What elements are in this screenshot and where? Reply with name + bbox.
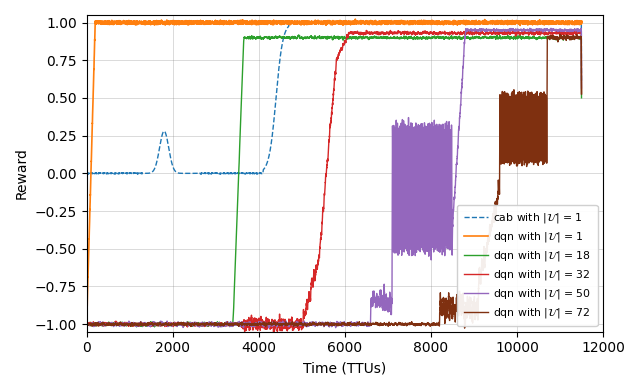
dqn with $|\mathcal{U}|$ = 1 [140, 21, 148, 25]
dqn with $|\mathcal{U}|$ = 18 [305, 35, 313, 40]
dqn with $|\mathcal{U}|$ = 1 [216, 21, 224, 26]
cab with $|\mathcal{U}|$ = 1 [140, 171, 148, 176]
dqn with $|\mathcal{U}|$ = 72 [556, 32, 564, 37]
dqn with $|\mathcal{U}|$ = 32 [566, 31, 574, 36]
cab with $|\mathcal{U}|$ = 1 [566, 20, 574, 25]
dqn with $|\mathcal{U}|$ = 1 [469, 20, 477, 25]
dqn with $|\mathcal{U}|$ = 32 [578, 91, 586, 96]
Line: dqn with $|\mathcal{U}|$ = 72: dqn with $|\mathcal{U}|$ = 72 [86, 34, 582, 328]
dqn with $|\mathcal{U}|$ = 50 [305, 323, 313, 328]
dqn with $|\mathcal{U}|$ = 1 [83, 323, 90, 328]
dqn with $|\mathcal{U}|$ = 18 [132, 324, 140, 329]
dqn with $|\mathcal{U}|$ = 50 [265, 326, 273, 330]
dqn with $|\mathcal{U}|$ = 32 [216, 323, 224, 327]
Y-axis label: Reward: Reward [15, 147, 29, 199]
dqn with $|\mathcal{U}|$ = 72 [566, 36, 574, 41]
dqn with $|\mathcal{U}|$ = 72 [578, 92, 586, 96]
dqn with $|\mathcal{U}|$ = 50 [140, 321, 148, 326]
dqn with $|\mathcal{U}|$ = 72 [83, 246, 90, 251]
cab with $|\mathcal{U}|$ = 1 [522, 20, 529, 24]
dqn with $|\mathcal{U}|$ = 18 [83, 246, 90, 251]
dqn with $|\mathcal{U}|$ = 18 [294, 33, 302, 38]
dqn with $|\mathcal{U}|$ = 18 [140, 322, 148, 326]
cab with $|\mathcal{U}|$ = 1 [469, 20, 477, 25]
dqn with $|\mathcal{U}|$ = 32 [363, 28, 371, 33]
cab with $|\mathcal{U}|$ = 1 [83, 171, 90, 176]
Line: cab with $|\mathcal{U}|$ = 1: cab with $|\mathcal{U}|$ = 1 [86, 22, 582, 174]
cab with $|\mathcal{U}|$ = 1 [216, 171, 224, 176]
dqn with $|\mathcal{U}|$ = 50 [83, 246, 90, 251]
cab with $|\mathcal{U}|$ = 1 [125, 172, 132, 176]
Line: dqn with $|\mathcal{U}|$ = 32: dqn with $|\mathcal{U}|$ = 32 [86, 30, 582, 332]
Line: dqn with $|\mathcal{U}|$ = 1: dqn with $|\mathcal{U}|$ = 1 [86, 19, 582, 326]
dqn with $|\mathcal{U}|$ = 50 [577, 26, 585, 31]
dqn with $|\mathcal{U}|$ = 18 [216, 323, 224, 328]
dqn with $|\mathcal{U}|$ = 50 [218, 323, 225, 328]
Legend: cab with $|\mathcal{U}|$ = 1, dqn with $|\mathcal{U}|$ = 1, dqn with $|\mathcal{: cab with $|\mathcal{U}|$ = 1, dqn with $… [458, 205, 598, 326]
dqn with $|\mathcal{U}|$ = 18 [469, 35, 477, 40]
dqn with $|\mathcal{U}|$ = 72 [461, 326, 468, 330]
dqn with $|\mathcal{U}|$ = 50 [469, 28, 477, 32]
dqn with $|\mathcal{U}|$ = 1 [578, 19, 586, 23]
dqn with $|\mathcal{U}|$ = 32 [305, 289, 313, 294]
dqn with $|\mathcal{U}|$ = 18 [578, 96, 586, 100]
cab with $|\mathcal{U}|$ = 1 [305, 20, 313, 25]
cab with $|\mathcal{U}|$ = 1 [578, 81, 586, 85]
dqn with $|\mathcal{U}|$ = 72 [140, 322, 148, 327]
dqn with $|\mathcal{U}|$ = 50 [566, 27, 574, 32]
dqn with $|\mathcal{U}|$ = 32 [469, 30, 477, 35]
dqn with $|\mathcal{U}|$ = 32 [241, 330, 248, 334]
dqn with $|\mathcal{U}|$ = 1 [218, 20, 225, 25]
dqn with $|\mathcal{U}|$ = 72 [469, 308, 477, 312]
Line: dqn with $|\mathcal{U}|$ = 50: dqn with $|\mathcal{U}|$ = 50 [86, 28, 582, 328]
dqn with $|\mathcal{U}|$ = 18 [218, 323, 225, 328]
dqn with $|\mathcal{U}|$ = 72 [216, 323, 224, 328]
dqn with $|\mathcal{U}|$ = 18 [566, 35, 574, 39]
dqn with $|\mathcal{U}|$ = 72 [218, 322, 225, 327]
cab with $|\mathcal{U}|$ = 1 [218, 171, 225, 176]
X-axis label: Time (TTUs): Time (TTUs) [303, 361, 387, 375]
Line: dqn with $|\mathcal{U}|$ = 18: dqn with $|\mathcal{U}|$ = 18 [86, 35, 582, 327]
dqn with $|\mathcal{U}|$ = 32 [83, 246, 90, 251]
dqn with $|\mathcal{U}|$ = 1 [351, 17, 359, 21]
dqn with $|\mathcal{U}|$ = 32 [218, 321, 225, 326]
dqn with $|\mathcal{U}|$ = 50 [216, 323, 224, 328]
dqn with $|\mathcal{U}|$ = 1 [566, 20, 574, 25]
dqn with $|\mathcal{U}|$ = 72 [305, 322, 313, 326]
dqn with $|\mathcal{U}|$ = 32 [140, 323, 148, 328]
dqn with $|\mathcal{U}|$ = 50 [578, 85, 586, 90]
dqn with $|\mathcal{U}|$ = 1 [305, 22, 313, 27]
